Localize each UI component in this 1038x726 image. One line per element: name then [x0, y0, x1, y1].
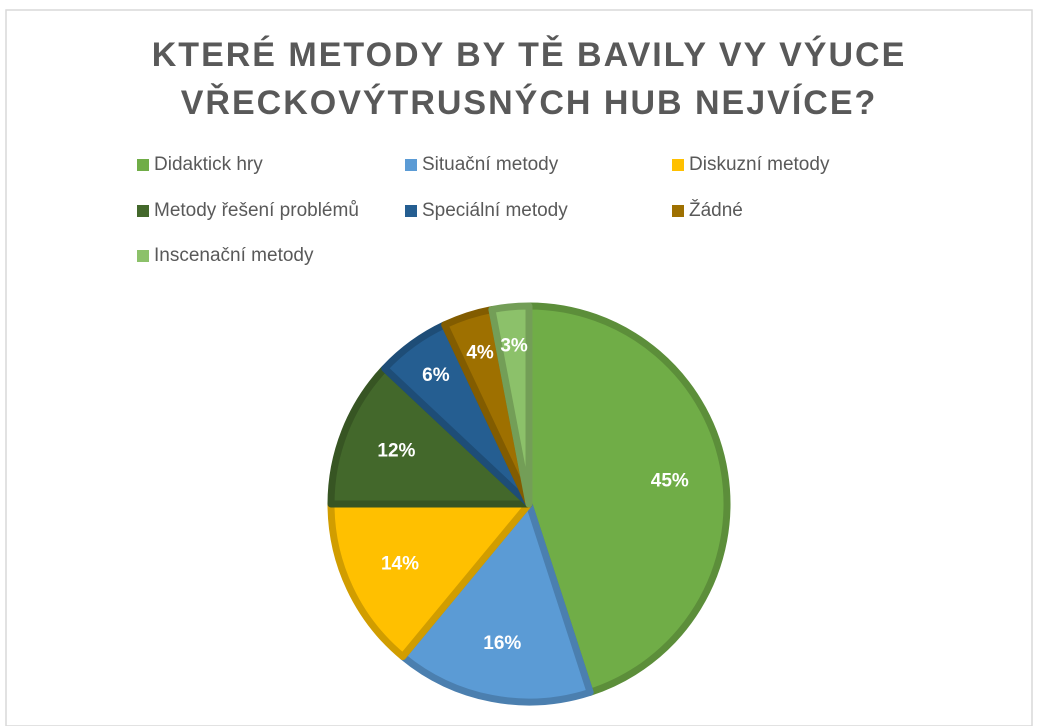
- legend-swatch: [672, 159, 684, 171]
- legend-label: Inscenační metody: [154, 245, 314, 266]
- legend-swatch: [672, 205, 684, 217]
- pie-slice: [327, 500, 533, 661]
- legend-label: Žádné: [689, 199, 743, 221]
- legend-swatch: [137, 250, 149, 262]
- legend-label: Diskuzní metody: [689, 154, 830, 175]
- legend-label: Speciální metody: [422, 200, 568, 221]
- pie-slice: [488, 302, 533, 508]
- data-label: 3%: [500, 335, 528, 356]
- data-label: 45%: [651, 471, 689, 492]
- legend-label: Situační metody: [422, 154, 559, 175]
- data-label: 12%: [377, 441, 415, 462]
- data-label: 4%: [466, 342, 494, 363]
- pie-slice: [399, 500, 594, 706]
- chart-title: KTERÉ METODY BY TĚ BAVILY VY VÝUCE: [152, 36, 907, 74]
- chart-title: VŘECKOVÝTRUSNÝCH HUB NEJVÍCE?: [181, 84, 878, 122]
- data-label: 6%: [422, 365, 450, 386]
- data-label: 16%: [483, 633, 521, 654]
- legend-swatch: [137, 159, 149, 171]
- legend-swatch: [405, 205, 417, 217]
- pie-slice: [327, 364, 533, 508]
- legend-label: Didaktick hry: [154, 154, 263, 175]
- legend-swatch: [137, 205, 149, 217]
- legend-swatch: [405, 159, 417, 171]
- data-label: 14%: [381, 554, 419, 575]
- pie-slice: [525, 302, 731, 696]
- legend-label: Metody řešení problémů: [154, 200, 359, 221]
